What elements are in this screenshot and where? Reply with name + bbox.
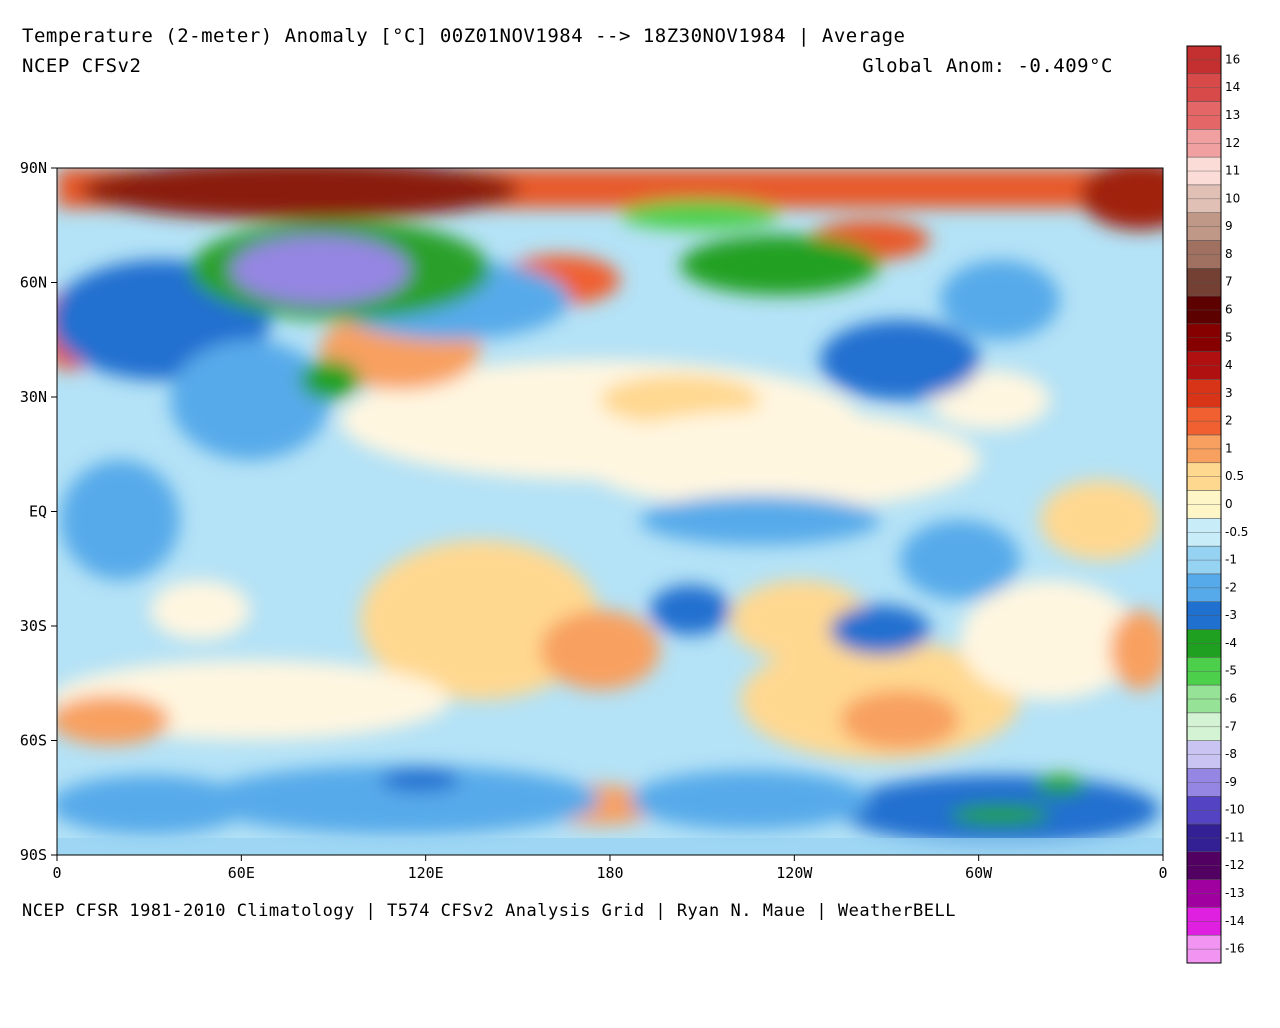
colorbar-label: 14	[1225, 80, 1240, 94]
lat-label: 60N	[20, 274, 47, 292]
lat-label: 90N	[20, 159, 47, 177]
colorbar-label: -1	[1225, 553, 1237, 567]
colorbar-label: 8	[1225, 247, 1233, 261]
colorbar-label: 7	[1225, 275, 1233, 289]
colorbar-label: -2	[1225, 580, 1237, 594]
lon-label: 180	[596, 864, 623, 882]
colorbar-label: -11	[1225, 830, 1245, 844]
colorbar-label: -6	[1225, 692, 1237, 706]
lon-label: 0	[1158, 864, 1167, 882]
lon-label: 120W	[776, 864, 813, 882]
axes: 90N 60N 30N EQ 30S 60S 90S 0 60E 120E 180 120W 60W 0	[20, 159, 1168, 882]
footer-credit: NCEP CFSR 1981-2010 Climatology | T574 C…	[22, 901, 956, 921]
lat-label: 30S	[20, 617, 47, 635]
colorbar-label: 1	[1225, 441, 1233, 455]
colorbar-frame	[1186, 45, 1222, 964]
colorbar-label: 10	[1225, 191, 1240, 205]
lon-label: 0	[52, 864, 61, 882]
colorbar-label: -13	[1225, 886, 1245, 900]
lon-label: 120E	[408, 864, 444, 882]
lon-label: 60W	[965, 864, 993, 882]
colorbar-label: 0	[1225, 497, 1233, 511]
lon-label: 60E	[228, 864, 255, 882]
title: Temperature (2-meter) Anomaly [°C] 00Z01…	[22, 25, 905, 47]
colorbar: 16 14 13 12 11 10 9 8 7 6 5 4 3 2 1 0.5 0 -0.5 -1 -2 -3 -4 -5 -…	[1186, 45, 1248, 964]
lat-label: EQ	[29, 503, 47, 521]
colorbar-label: -10	[1225, 803, 1245, 817]
colorbar-label: -0.5	[1225, 525, 1248, 539]
global-anomaly: Global Anom: -0.409°C	[862, 55, 1113, 77]
colorbar-label: -5	[1225, 664, 1237, 678]
colorbar-label: 13	[1225, 108, 1240, 122]
colorbar-label: 9	[1225, 219, 1233, 233]
colorbar-label: -7	[1225, 719, 1237, 733]
colorbar-label: -14	[1225, 914, 1245, 928]
anomaly-field	[57, 168, 1163, 855]
colorbar-label: -9	[1225, 775, 1237, 789]
colorbar-label: 12	[1225, 136, 1240, 150]
colorbar-label: 2	[1225, 414, 1233, 428]
colorbar-label: 5	[1225, 330, 1233, 344]
lat-label: 90S	[20, 846, 47, 864]
colorbar-label: -4	[1225, 636, 1237, 650]
lat-label: 60S	[20, 732, 47, 750]
colorbar-label: 4	[1225, 358, 1233, 372]
colorbar-label: 16	[1225, 52, 1240, 66]
colorbar-label: -16	[1225, 942, 1245, 956]
model-name: NCEP CFSv2	[22, 55, 141, 77]
lat-label: 30N	[20, 388, 47, 406]
colorbar-label: -3	[1225, 608, 1237, 622]
colorbar-label: 0.5	[1225, 469, 1244, 483]
colorbar-label: -8	[1225, 747, 1237, 761]
colorbar-label: -12	[1225, 858, 1245, 872]
colorbar-label: 6	[1225, 302, 1233, 316]
colorbar-label: 3	[1225, 386, 1233, 400]
colorbar-label: 11	[1225, 164, 1240, 178]
